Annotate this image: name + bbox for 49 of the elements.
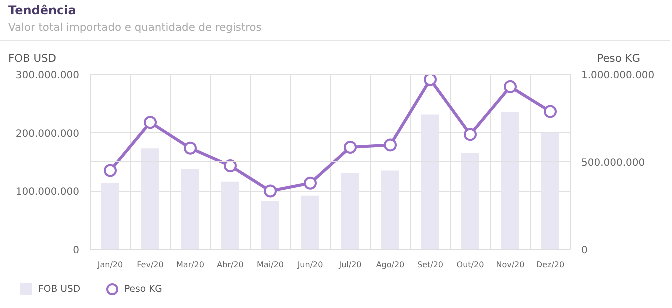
bar <box>142 148 160 250</box>
x-tick-label: Dez/20 <box>536 260 565 270</box>
point <box>384 138 397 152</box>
point <box>104 164 117 178</box>
bar <box>222 182 240 250</box>
y-tick-label: 200.000.000 <box>16 128 80 140</box>
bar <box>422 114 440 250</box>
bar <box>502 112 520 250</box>
y-tick-label: 0 <box>73 246 80 256</box>
point <box>144 116 157 130</box>
bar <box>182 169 200 250</box>
point <box>224 160 237 173</box>
x-tick-label: Fev/20 <box>137 260 164 270</box>
x-tick-label: Abr/20 <box>217 260 244 270</box>
bar <box>542 132 560 250</box>
point <box>464 128 477 142</box>
y2-tick-label: 500.000.000 <box>582 158 646 169</box>
point <box>504 80 517 94</box>
y2-axis-title: Peso KG <box>597 52 641 65</box>
point <box>264 184 277 198</box>
x-tick-label: Ago/20 <box>376 260 405 270</box>
bar <box>102 183 120 250</box>
bar <box>382 170 400 250</box>
chart-subtitle: Valor total importado e quantidade de registros <box>8 21 262 34</box>
x-tick-label: Nov/20 <box>496 260 525 270</box>
y-tick-label: 100.000.000 <box>16 187 80 198</box>
point <box>344 140 357 154</box>
x-tick-label: Mar/20 <box>176 260 204 270</box>
x-tick-label: Mai/20 <box>257 260 284 270</box>
bar <box>462 153 480 250</box>
legend-label: Peso KG <box>124 284 162 295</box>
point <box>424 74 437 86</box>
y2-tick-label: 0 <box>582 246 588 256</box>
y-axis-title: FOB USD <box>8 52 56 65</box>
x-tick-label: Set/20 <box>417 260 444 270</box>
bar <box>262 201 280 250</box>
chart-title: Tendência <box>8 4 76 18</box>
x-tick-label: Jun/20 <box>296 260 324 270</box>
y-tick-label: 300.000.000 <box>16 70 80 82</box>
x-tick-label: Jan/20 <box>96 260 124 270</box>
point <box>304 176 317 190</box>
x-tick-label: Out/20 <box>456 260 484 270</box>
x-tick-label: Jul/20 <box>338 260 362 270</box>
legend-label: FOB USD <box>38 284 81 295</box>
bar <box>342 173 360 250</box>
y2-tick-label: 1.000.000.000 <box>582 70 655 82</box>
point <box>184 142 197 155</box>
point <box>544 105 557 118</box>
bar <box>302 196 320 250</box>
